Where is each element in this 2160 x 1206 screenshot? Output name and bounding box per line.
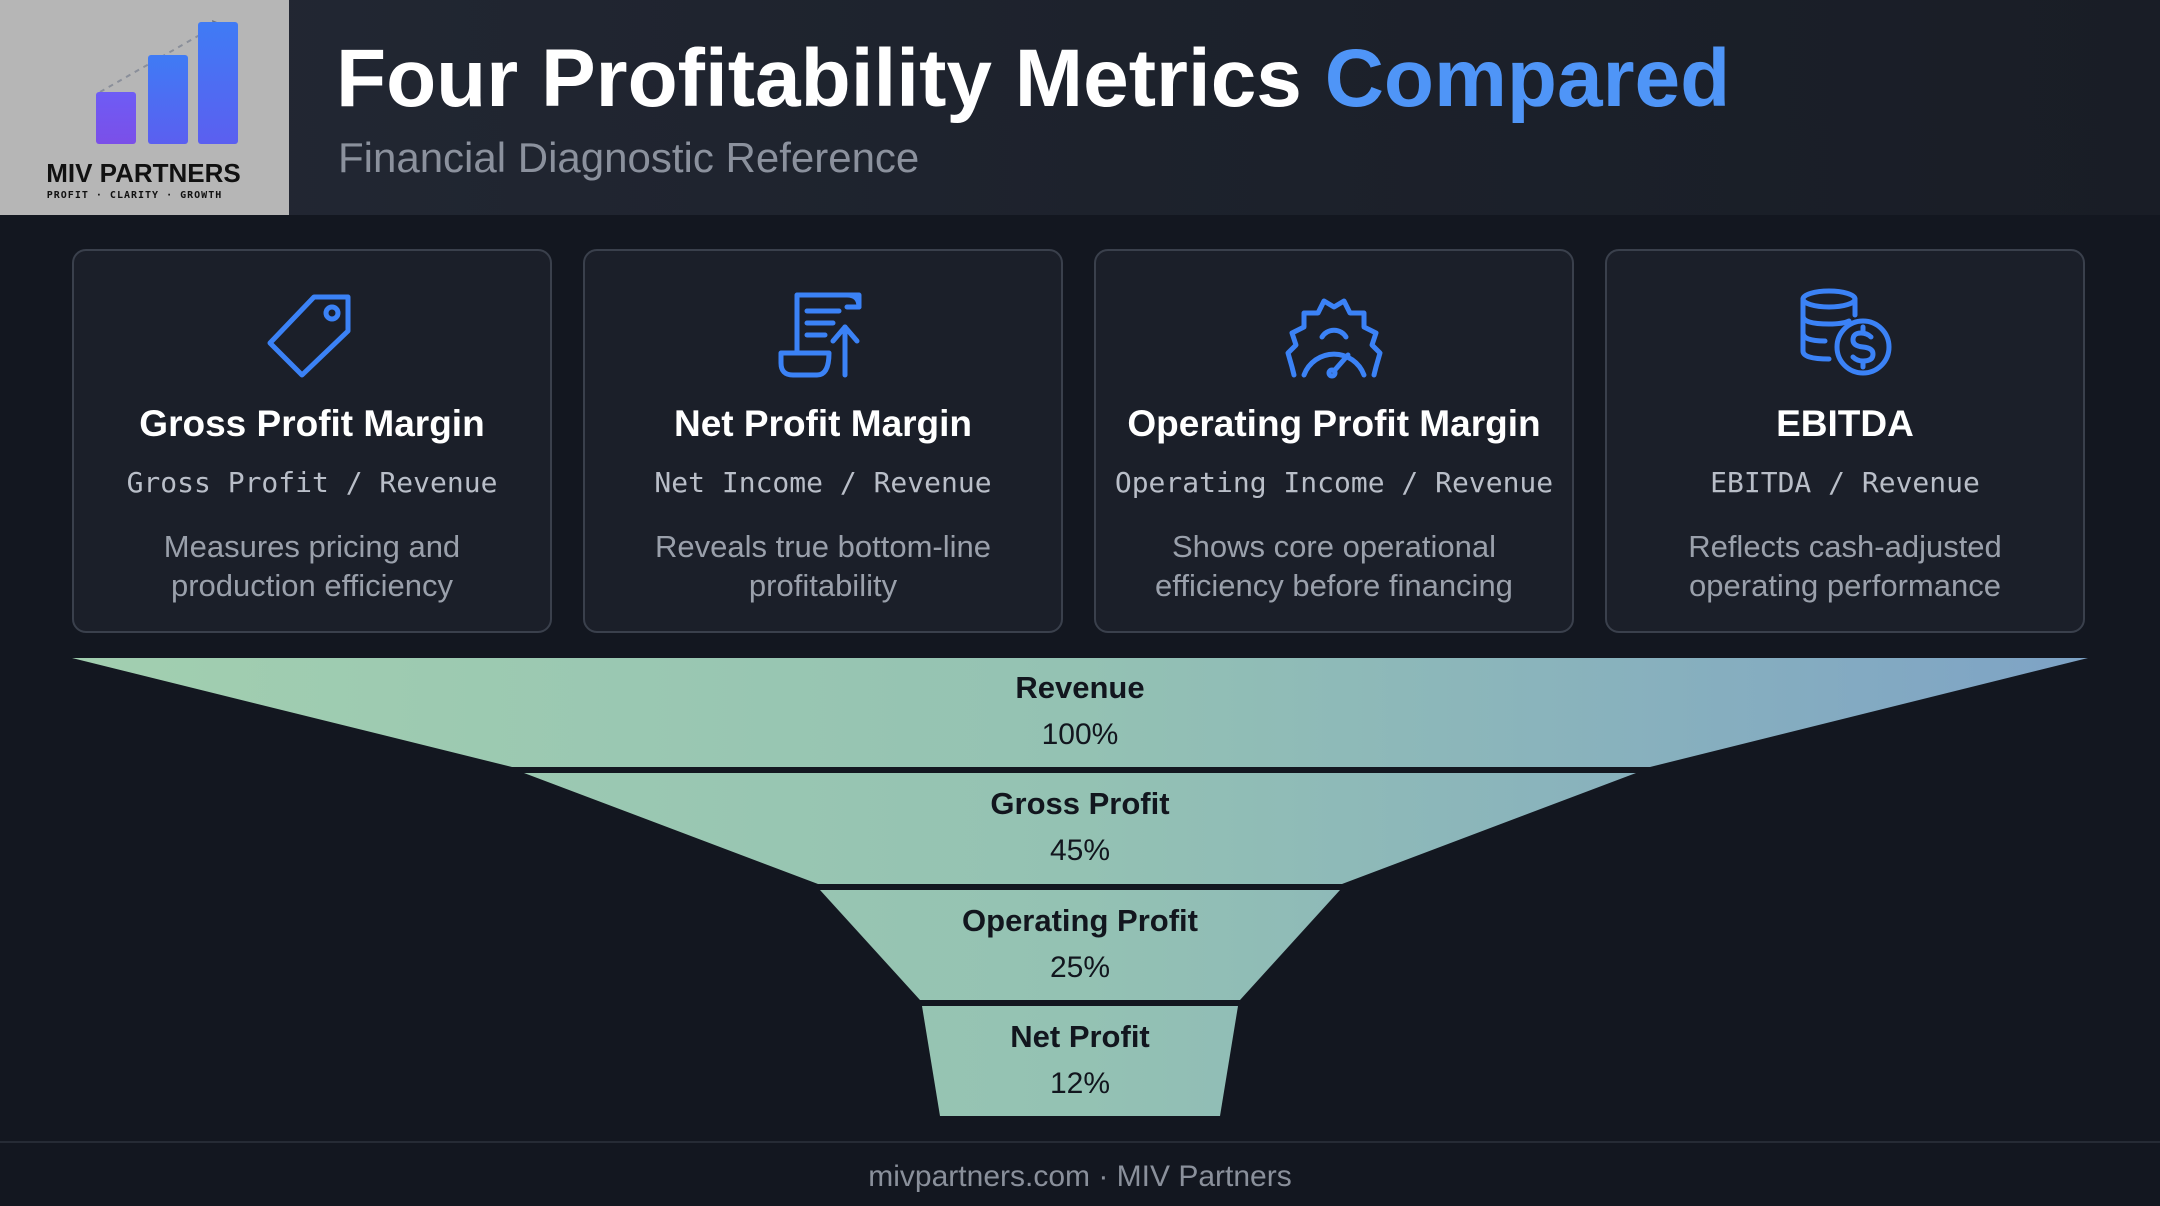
funnel-value-net-profit: 12% [1049,1067,1111,1100]
funnel-value-operating-profit: 25% [1049,951,1111,984]
price-tag-icon [74,283,550,383]
footer-text: mivpartners.com · MIV Partners [868,1160,1292,1193]
metric-formula: Operating Income / Revenue [1114,466,1554,499]
footer-divider [0,1141,2160,1143]
funnel-label-gross-profit: Gross Profit [990,786,1170,821]
metric-card-ebitda: EBITDA EBITDA / Revenue Reflects cash-ad… [1605,249,2085,633]
page-title: Four Profitability Metrics Compared [336,32,1730,126]
brand-name: MIV PARTNERS [46,158,241,188]
funnel-value-revenue: 100% [1041,718,1119,751]
metric-description: Measures pricing and production efficien… [163,529,461,603]
funnel-label-net-profit: Net Profit [1010,1019,1150,1054]
metric-formula: Net Income / Revenue [654,466,992,499]
metric-formula: Gross Profit / Revenue [126,466,498,499]
metric-card-net-profit-margin: Net Profit Margin Net Income / Revenue R… [583,249,1063,633]
metric-description: Reflects cash-adjusted operating perform… [1688,529,2002,603]
metric-card-gross-profit-margin: Gross Profit Margin Gross Profit / Reven… [72,249,552,633]
metric-formula: EBITDA / Revenue [1710,466,1980,499]
gear-gauge-icon [1096,283,1572,383]
brand-tagline: PROFIT · CLARITY · GROWTH [46,190,223,201]
metric-title: EBITDA [1776,403,1914,444]
funnel-value-gross-profit: 45% [1049,834,1111,867]
funnel-label-revenue: Revenue [1015,670,1145,705]
metric-title: Net Profit Margin [673,403,973,444]
page-subtitle: Financial Diagnostic Reference [338,134,920,181]
metric-description: Shows core operational efficiency before… [1155,529,1513,603]
funnel-label-operating-profit: Operating Profit [962,903,1198,938]
header-bar [0,0,2160,215]
page-title-accent: Compared [1324,33,1731,124]
metric-title: Gross Profit Margin [139,403,485,444]
metric-title: Operating Profit Margin [1127,403,1541,444]
coins-dollar-icon [1607,283,2083,383]
page-title-main: Four Profitability Metrics [336,33,1302,124]
metric-card-operating-profit-margin: Operating Profit Margin Operating Income… [1094,249,1574,633]
document-upload-icon [585,283,1061,383]
metric-description: Reveals true bottom-line profitability [655,529,991,603]
bar-chart-logo-icon [96,20,238,144]
brand-logo: MIV PARTNERS PROFIT · CLARITY · GROWTH [0,0,289,215]
